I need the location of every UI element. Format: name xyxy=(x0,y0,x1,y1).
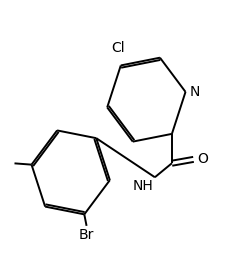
Text: O: O xyxy=(197,152,207,166)
Text: Br: Br xyxy=(79,228,94,243)
Text: Cl: Cl xyxy=(111,41,125,55)
Text: NH: NH xyxy=(132,179,153,192)
Text: N: N xyxy=(189,85,199,99)
